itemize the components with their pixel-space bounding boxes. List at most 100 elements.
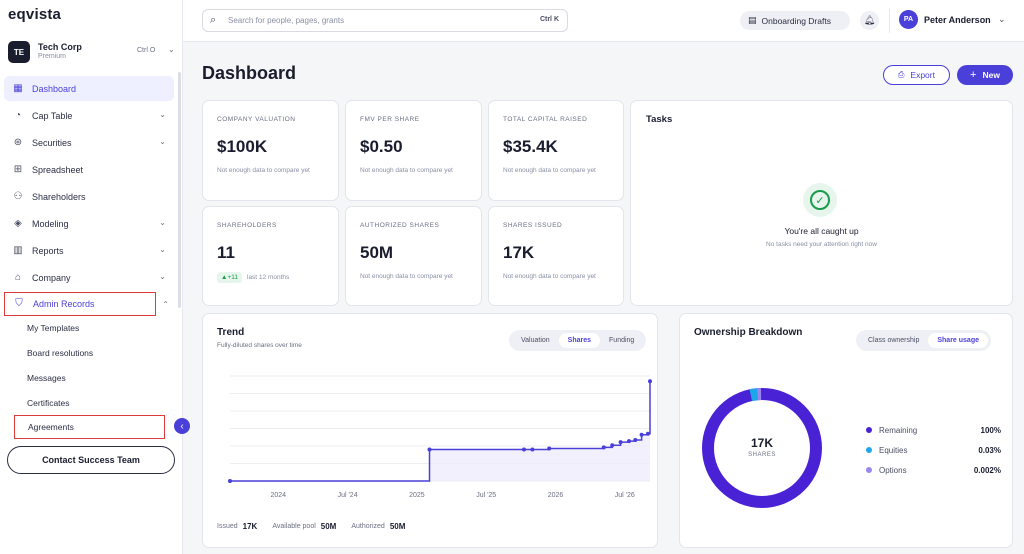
sidebar-item-securities[interactable]: ⊛ Securities ⌄	[4, 130, 174, 155]
sidebar-item-modeling[interactable]: ◈ Modeling ⌄	[4, 211, 174, 236]
search-icon: ⌕	[210, 14, 217, 26]
legend-dot	[866, 427, 872, 433]
legend-value: 100%	[980, 425, 1001, 435]
data-point	[228, 479, 232, 483]
tasks-empty-subtext: No tasks need your attention right now	[766, 241, 877, 248]
series-line	[230, 381, 651, 482]
collapse-sidebar-button[interactable]: ‹	[174, 418, 190, 434]
sidebar-item-cap-table[interactable]: ◔ Cap Table ⌄	[4, 103, 174, 128]
new-button[interactable]: + New	[957, 65, 1013, 85]
notifications-button[interactable]: 🔔︎	[860, 11, 879, 30]
tab-funding[interactable]: Funding	[609, 337, 635, 344]
summary-value-authorized: 50M	[389, 522, 406, 531]
new-label: New	[982, 70, 1000, 80]
stat-value: $35.4K	[503, 137, 558, 156]
data-point	[648, 379, 652, 384]
ownership-tabs: Class ownership Share usage	[856, 330, 991, 351]
sidebar-subitem-messages[interactable]: Messages	[27, 372, 66, 383]
legend-dot	[866, 467, 872, 473]
user-name[interactable]: Peter Anderson	[924, 15, 991, 25]
stat-note: Not enough data to compare yet	[360, 273, 453, 280]
sidebar-nav: ▦ Dashboard ◔ Cap Table ⌄ ⊛ Securities ⌄…	[4, 76, 174, 318]
contact-success-team-button[interactable]: Contact Success Team	[7, 446, 175, 474]
sidebar-item-label: Dashboard	[32, 83, 77, 94]
sidebar-subitem-certificates[interactable]: Certificates	[27, 397, 70, 408]
stat-label: AUTHORIZED SHARES	[360, 222, 440, 229]
stat-card-shareholders: SHAREHOLDERS 11 ▲+11 last 12 months	[202, 206, 339, 306]
chevron-down-icon: ⌄	[159, 272, 166, 281]
data-point	[627, 439, 631, 444]
top-bar: ⌕ Search for people, pages, grants Ctrl …	[183, 0, 1024, 42]
onboarding-drafts-button[interactable]: ▤ Onboarding Drafts	[740, 11, 850, 30]
summary-value-issued: 17K	[242, 522, 258, 531]
stat-value: 17K	[503, 243, 535, 262]
data-point	[530, 447, 535, 452]
page-title: Dashboard	[202, 63, 297, 83]
stat-card-company-valuation: COMPANY VALUATION $100K Not enough data …	[202, 100, 339, 201]
donut-slice-remaining	[702, 388, 822, 508]
sidebar: eqvista TE Tech Corp Premium Ctrl O ⌄ ▦ …	[0, 0, 190, 554]
ownership-donut-chart	[702, 388, 822, 508]
data-point	[427, 447, 432, 452]
document-icon: ▤	[748, 15, 757, 25]
sidebar-item-dashboard[interactable]: ▦ Dashboard	[4, 76, 174, 101]
tasks-done-indicator: ✓	[803, 183, 837, 217]
trend-title: Trend	[217, 327, 245, 338]
org-switcher[interactable]: TE Tech Corp Premium Ctrl O ⌄	[8, 41, 178, 65]
stat-value: 50M	[360, 243, 394, 262]
coins-icon: ⊛	[13, 136, 23, 148]
export-icon: ⎙	[898, 70, 905, 79]
sidebar-item-company[interactable]: ⌂ Company ⌄	[4, 265, 174, 290]
stat-value: 11	[217, 243, 235, 262]
stat-card-authorized-shares: AUTHORIZED SHARES 50M Not enough data to…	[345, 206, 482, 306]
tab-valuation[interactable]: Valuation	[521, 337, 550, 344]
series-area	[230, 381, 650, 481]
sidebar-scrollbar[interactable]	[178, 72, 181, 308]
stat-card-shares-issued: SHARES ISSUED 17K Not enough data to com…	[488, 206, 624, 306]
search-input[interactable]: ⌕ Search for people, pages, grants Ctrl …	[202, 9, 568, 32]
sidebar-subitem-agreements[interactable]: Agreements	[14, 415, 165, 439]
legend-equities: Equities 0.03%	[866, 444, 1001, 456]
tasks-empty-heading: You're all caught up	[784, 226, 859, 236]
org-shortcut: Ctrl O	[137, 47, 156, 54]
admin-records-subnav: My Templates Board resolutions Messages …	[14, 315, 174, 439]
stat-label: COMPANY VALUATION	[217, 116, 296, 123]
pie-icon: ◔	[14, 109, 22, 121]
shield-icon: ⛉	[15, 298, 23, 309]
sidebar-item-admin-records[interactable]: ⛉ Admin Records ⌃	[4, 292, 169, 316]
tab-share-usage[interactable]: Share usage	[928, 333, 988, 348]
stat-label: FMV PER SHARE	[360, 116, 420, 123]
export-button[interactable]: ⎙ Export	[883, 65, 950, 85]
users-icon: ⚇	[13, 190, 23, 202]
chevron-down-icon: ⌄	[159, 218, 166, 227]
tab-class-ownership[interactable]: Class ownership	[868, 337, 920, 344]
sidebar-subitem-board-resolutions[interactable]: Board resolutions	[27, 347, 94, 358]
sidebar-item-spreadsheet[interactable]: ⊞ Spreadsheet	[4, 157, 174, 182]
org-avatar: TE	[8, 41, 30, 63]
legend-label: Options	[879, 465, 907, 475]
stat-note: Not enough data to compare yet	[360, 167, 453, 174]
summary-value-available-pool: 50M	[320, 522, 337, 531]
sidebar-item-label: Spreadsheet	[32, 164, 84, 175]
data-point	[633, 438, 638, 443]
donut-slice-equities	[749, 388, 758, 402]
legend-label: Remaining	[879, 425, 918, 435]
export-label: Export	[910, 70, 935, 80]
sidebar-subitem-my-templates[interactable]: My Templates	[27, 322, 80, 333]
sidebar-item-reports[interactable]: ▥ Reports ⌄	[4, 238, 174, 263]
stat-value: $100K	[217, 137, 268, 156]
stat-value: $0.50	[360, 137, 403, 156]
legend-options: Options 0.002%	[866, 464, 1001, 476]
search-placeholder: Search for people, pages, grants	[228, 16, 345, 25]
chevron-down-icon[interactable]: ⌄	[998, 14, 1006, 24]
data-point	[618, 440, 623, 445]
data-point	[639, 432, 644, 437]
eqvista-logo[interactable]: eqvista	[8, 6, 62, 23]
trend-chart: 2024 Jul '24 2025 Jul '25 2026 Jul '26	[228, 375, 652, 499]
sidebar-item-shareholders[interactable]: ⚇ Shareholders	[4, 184, 174, 209]
tab-shares[interactable]: Shares	[558, 333, 601, 348]
chevron-down-icon: ⌄	[159, 137, 166, 146]
chevron-down-icon: ⌄	[159, 245, 166, 254]
legend-value: 0.002%	[973, 465, 1001, 475]
avatar[interactable]: PA	[899, 10, 918, 29]
